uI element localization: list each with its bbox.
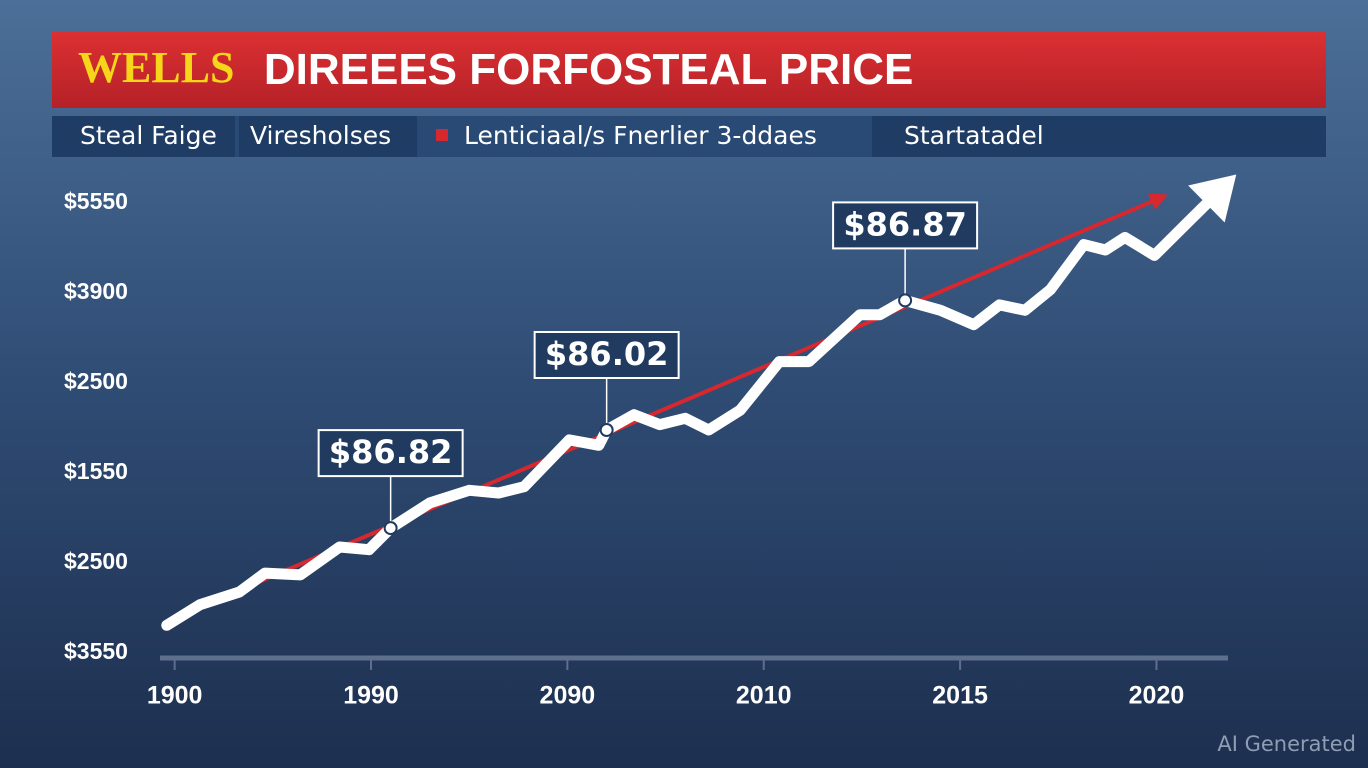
- x-tick-label: 2015: [932, 682, 988, 710]
- arrow-head: [1147, 193, 1169, 210]
- x-tick-label: 2010: [736, 682, 792, 710]
- annotation-label: $86.82: [329, 433, 452, 471]
- y-tick-label: $5550: [64, 188, 128, 214]
- chart-title: WELLS DIREEES FORFOSTEAL PRICE: [78, 43, 913, 95]
- y-tick-label: $1550: [64, 458, 128, 484]
- arrow-head: [1188, 174, 1237, 223]
- header-tab: Startatadel: [904, 121, 1044, 150]
- y-tick-label: $3550: [64, 638, 128, 664]
- annotation-point: [898, 293, 913, 308]
- header-tab-bg: [872, 116, 1326, 157]
- header-tab: Steal Faige: [80, 121, 217, 150]
- header-tab-bg: [239, 116, 417, 157]
- annotation-box: [832, 201, 979, 250]
- y-tick-label: $2500: [64, 368, 128, 394]
- legend-swatch: [436, 129, 448, 141]
- title-highlight: WELLS: [78, 43, 235, 92]
- x-tick-label: 2090: [540, 682, 596, 710]
- x-tick-label: 1990: [343, 682, 399, 710]
- legend-label: Lenticiaal/s Fnerlier 3-ddaes: [464, 121, 817, 150]
- y-tick-label: $3900: [64, 278, 128, 304]
- y-tick-label: $2500: [64, 548, 128, 574]
- watermark: AI Generated: [1217, 732, 1356, 756]
- annotation-box: [533, 331, 680, 379]
- title-text: DIREEES FORFOSTEAL PRICE: [264, 45, 914, 94]
- header-tab-bg: [52, 116, 235, 157]
- annotation-box: [317, 429, 464, 478]
- series-line: [161, 189, 1221, 631]
- annotation-label: $86.87: [843, 205, 966, 243]
- annotation-point: [599, 423, 614, 437]
- header-tab: Viresholses: [250, 121, 391, 150]
- x-tick-label: 1900: [147, 682, 203, 710]
- annotation-point: [383, 521, 398, 536]
- title-bar: [52, 32, 1326, 108]
- x-tick-label: 2020: [1129, 682, 1185, 710]
- annotation-label: $86.02: [545, 335, 668, 373]
